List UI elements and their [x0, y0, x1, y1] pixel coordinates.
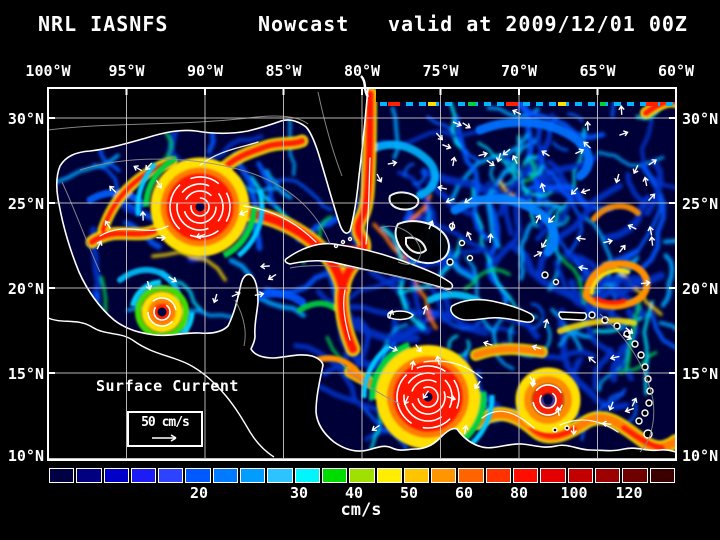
lon-label: 85°W	[265, 62, 302, 80]
colorbar-cell	[513, 468, 539, 483]
colorbar-tick-label: 120	[615, 484, 643, 502]
colorbar-cell	[158, 468, 184, 483]
colorbar-cell	[321, 468, 348, 483]
colorbar-cell	[431, 468, 457, 483]
colorbar-cell	[567, 468, 593, 483]
colorbar-tick-label: 60	[454, 484, 474, 502]
colorbar-tick-label: 20	[189, 484, 209, 502]
colorbar-cell	[540, 468, 566, 483]
lon-label: 75°W	[422, 62, 459, 80]
colorbar-cell	[485, 468, 512, 483]
reference-vector-label: 50 cm/s	[141, 415, 190, 430]
surface-current-label: Surface Current	[96, 377, 239, 395]
colorbar-unit: cm/s	[340, 500, 382, 520]
lon-label: 95°W	[108, 62, 145, 80]
reference-vector-box: 50 cm/s	[127, 411, 203, 447]
colorbar-cell	[240, 468, 266, 483]
title-product: Nowcast	[258, 12, 350, 36]
model-boundary-strip	[376, 88, 676, 106]
title-model: NRL IASNFS	[38, 12, 169, 36]
colorbar-cell	[649, 468, 675, 483]
lon-label: 65°W	[579, 62, 616, 80]
colorbar-cell	[458, 468, 484, 483]
reference-vector-arrow	[152, 434, 177, 442]
lon-label: 100°W	[25, 62, 71, 80]
colorbar-tick-label: 80	[509, 484, 529, 502]
colorbar-cell	[594, 468, 621, 483]
bathymetry-contours	[48, 91, 655, 453]
colorbar-cell	[349, 468, 375, 483]
lon-label: 90°W	[186, 62, 224, 80]
lat-label-left: 25°N	[7, 195, 44, 213]
gulf-stream-exit-mark	[360, 75, 370, 98]
colorbar-cell	[130, 468, 157, 483]
colorbar-cell	[185, 468, 211, 483]
title-valid-time: valid at 2009/12/01 00Z	[388, 12, 688, 36]
eddy-rings	[129, 142, 581, 460]
lon-label: 70°W	[500, 62, 538, 80]
lat-label-left: 15°N	[7, 365, 44, 383]
lat-label-right: 30°N	[682, 110, 719, 128]
colorbar-cell	[267, 468, 293, 483]
lon-label: 60°W	[657, 62, 695, 80]
colorbar-tick-label: 50	[399, 484, 419, 502]
colorbar-tick-label: 40	[344, 484, 364, 502]
grid-lines	[48, 88, 676, 460]
lat-label-left: 20°N	[7, 280, 44, 298]
lat-label-left: 30°N	[7, 110, 44, 128]
colorbar-cell	[403, 468, 430, 483]
colorbar-tick-label: 30	[289, 484, 309, 502]
lat-label-right: 15°N	[682, 365, 719, 383]
lat-label-right: 10°N	[682, 447, 719, 465]
lon-label: 80°W	[343, 62, 381, 80]
streamline-highlights	[99, 141, 619, 433]
colorbar-cell	[212, 468, 239, 483]
axis-ticks	[47, 88, 677, 374]
colorbar-tick-label: 100	[560, 484, 588, 502]
lat-label-left: 10°N	[7, 447, 44, 465]
colorbar-cell	[376, 468, 402, 483]
colorbar-cell	[622, 468, 648, 483]
colorbar-cell	[49, 468, 75, 483]
lat-label-right: 25°N	[682, 195, 719, 213]
colorbar-cell	[76, 468, 102, 483]
colorbar-cell	[294, 468, 320, 483]
lat-label-right: 20°N	[682, 280, 719, 298]
speed-colorbar	[48, 468, 676, 483]
colorbar-cell	[103, 468, 129, 483]
